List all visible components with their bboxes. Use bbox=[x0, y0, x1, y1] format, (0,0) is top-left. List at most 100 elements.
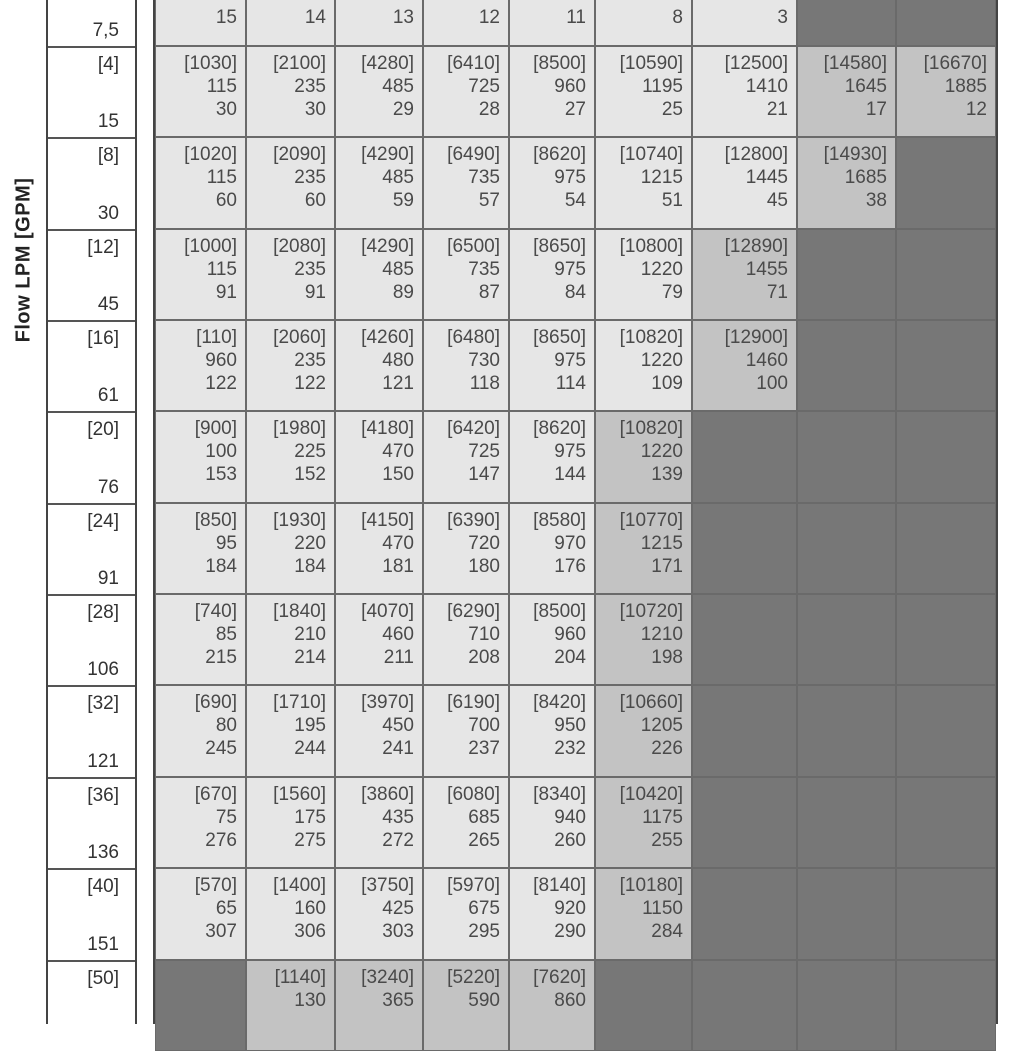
table-cell bbox=[797, 503, 896, 594]
table-cell: 11758 bbox=[595, 0, 692, 46]
cell-top-value: [12800] bbox=[724, 144, 788, 165]
cell-top-value: [5970] bbox=[447, 875, 500, 896]
cell-bottom-value: 226 bbox=[651, 738, 683, 759]
cell-bottom-value: 181 bbox=[382, 556, 414, 577]
cell-top-value: [6190] bbox=[447, 692, 500, 713]
cell-bottom-value: 180 bbox=[468, 556, 500, 577]
cell-top-value: [3860] bbox=[361, 784, 414, 805]
cell-top-value: [2100] bbox=[273, 53, 326, 74]
table-cell bbox=[896, 137, 996, 229]
cell-mid-value: 1215 bbox=[640, 167, 683, 188]
table-cell bbox=[692, 685, 797, 777]
flow-row-header: [50] bbox=[48, 960, 135, 1051]
cell-top-value: [4070] bbox=[361, 601, 414, 622]
cell-top-value: [10180] bbox=[619, 875, 683, 896]
table-cell: [1140] 130 bbox=[246, 960, 335, 1051]
table-cell: [10770] 1215 171 bbox=[595, 503, 692, 594]
cell-mid-value: 100 bbox=[205, 441, 237, 462]
cell-bottom-value: 109 bbox=[651, 373, 683, 394]
cell-top-value: [8620] bbox=[533, 418, 586, 439]
cell-bottom-value: 84 bbox=[564, 282, 586, 303]
cell-bottom-value: 260 bbox=[554, 830, 586, 851]
cell-top-value: [850] bbox=[194, 510, 237, 531]
cell-top-value: [110] bbox=[196, 327, 237, 348]
flow-row-header: [40] 151 bbox=[48, 868, 135, 960]
flow-lpm: 45 bbox=[97, 294, 119, 315]
cell-bottom-value: 114 bbox=[555, 373, 586, 394]
cell-top-value: [1930] bbox=[273, 510, 326, 531]
cell-top-value: [6080] bbox=[447, 784, 500, 805]
cell-bottom-value: 232 bbox=[554, 738, 586, 759]
cell-bottom-value: 171 bbox=[651, 556, 683, 577]
table-cell: [4150] 470 181 bbox=[335, 503, 423, 594]
cell-top-value: [2080] bbox=[273, 236, 326, 257]
flow-lpm: 136 bbox=[87, 842, 119, 863]
table-cell: [8500] 960 27 bbox=[509, 46, 595, 137]
table-cell bbox=[797, 960, 896, 1051]
cell-bottom-value: 208 bbox=[468, 647, 500, 668]
flow-lpm: 76 bbox=[97, 477, 119, 498]
cell-mid-value: 160 bbox=[294, 898, 326, 919]
cell-mid-value: 95 bbox=[215, 533, 237, 554]
flow-lpm: 106 bbox=[87, 659, 119, 680]
flow-gpm: [4] bbox=[97, 54, 119, 75]
table-cell: [3860] 435 272 bbox=[335, 777, 423, 868]
table-cell: [110] 960 122 bbox=[155, 320, 246, 411]
table-cell: [1840] 210 214 bbox=[246, 594, 335, 685]
cell-mid-value: 1220 bbox=[640, 441, 683, 462]
table-cell bbox=[896, 503, 996, 594]
cell-top-value: [3240] bbox=[361, 967, 414, 988]
cell-mid-value: 1215 bbox=[640, 533, 683, 554]
table-cell: [4260] 480 121 bbox=[335, 320, 423, 411]
table-cell: [8620] 975 54 bbox=[509, 137, 595, 229]
flow-row-header: [16] 61 bbox=[48, 320, 135, 411]
table-cell: [1000] 115 91 bbox=[155, 229, 246, 320]
table-cell: [1560] 175 275 bbox=[246, 777, 335, 868]
cell-bottom-value: 284 bbox=[651, 921, 683, 942]
cell-mid-value: 975 bbox=[554, 350, 586, 371]
table-cell: [3970] 450 241 bbox=[335, 685, 423, 777]
table-cell: [5970] 675 295 bbox=[423, 868, 509, 960]
cell-bottom-value: 121 bbox=[382, 373, 414, 394]
flow-gpm: [16] bbox=[87, 328, 119, 349]
cell-mid-value: 85 bbox=[215, 624, 237, 645]
table-cell: [6420] 725 147 bbox=[423, 411, 509, 503]
flow-gpm: [50] bbox=[87, 968, 119, 989]
cell-mid-value: 590 bbox=[468, 990, 500, 1011]
cell-top-value: [740] bbox=[194, 601, 237, 622]
cell-mid-value: 975 bbox=[554, 259, 586, 280]
table-cell: [8650] 975 114 bbox=[509, 320, 595, 411]
cell-bottom-value: 147 bbox=[468, 464, 500, 485]
cell-top-value: [570] bbox=[194, 875, 237, 896]
table-cell: [7620] 860 bbox=[509, 960, 595, 1051]
table-cell: 13703 bbox=[692, 0, 797, 46]
cell-top-value: [1020] bbox=[184, 144, 237, 165]
cell-top-value: [14580] bbox=[823, 53, 887, 74]
cell-top-value: [2090] bbox=[273, 144, 326, 165]
table-cell bbox=[692, 777, 797, 868]
table-cell: [12890] 1455 71 bbox=[692, 229, 797, 320]
table-cell: [670] 75 276 bbox=[155, 777, 246, 868]
table-cell bbox=[595, 960, 692, 1051]
table-cell bbox=[692, 594, 797, 685]
flow-gpm: [40] bbox=[87, 876, 119, 897]
table-cell: [4280] 485 29 bbox=[335, 46, 423, 137]
cell-bottom-value: 3 bbox=[777, 7, 788, 28]
cell-bottom-value: 100 bbox=[756, 373, 788, 394]
table-cell: [2080] 235 91 bbox=[246, 229, 335, 320]
table-cell: [5220] 590 bbox=[423, 960, 509, 1051]
cell-top-value: [690] bbox=[194, 692, 237, 713]
table-cell: [14580] 1645 17 bbox=[797, 46, 896, 137]
cell-top-value: [8340] bbox=[533, 784, 586, 805]
cell-bottom-value: 54 bbox=[564, 190, 586, 211]
cell-mid-value: 975 bbox=[554, 167, 586, 188]
cell-mid-value: 225 bbox=[294, 441, 326, 462]
flow-axis-label: Flow LPM [GPM] bbox=[12, 177, 35, 343]
cell-mid-value: 115 bbox=[206, 259, 237, 280]
cell-bottom-value: 27 bbox=[564, 99, 586, 120]
cell-mid-value: 725 bbox=[468, 76, 500, 97]
cell-bottom-value: 122 bbox=[294, 373, 326, 394]
table-cell bbox=[797, 868, 896, 960]
table-cell: [12900] 1460 100 bbox=[692, 320, 797, 411]
cell-bottom-value: 122 bbox=[205, 373, 237, 394]
